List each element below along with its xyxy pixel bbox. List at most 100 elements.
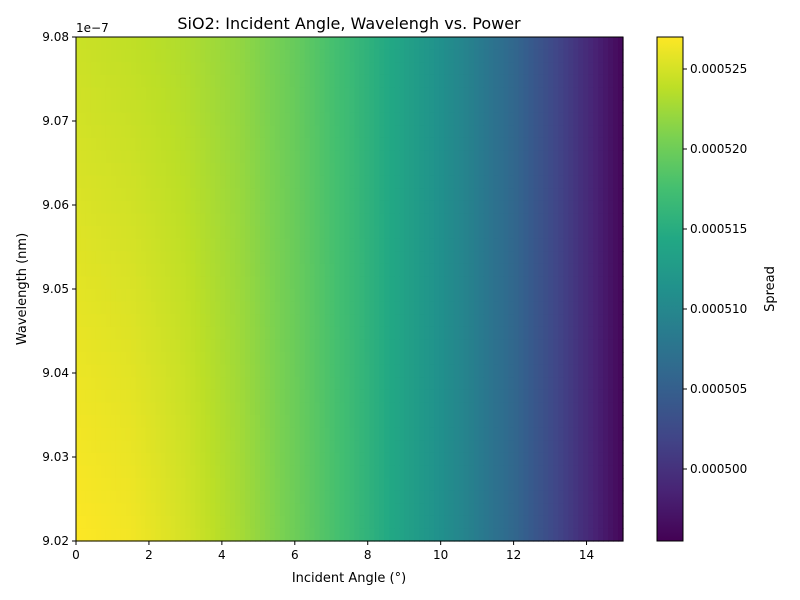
- heatmap-cell: [483, 62, 490, 76]
- heatmap-cell: [135, 150, 142, 164]
- heatmap-cell: [439, 238, 445, 252]
- heatmap-cell: [85, 452, 92, 466]
- heatmap-cell: [543, 452, 550, 466]
- heatmap-cell: [488, 402, 495, 416]
- heatmap-cell: [85, 314, 92, 328]
- heatmap-cell: [374, 200, 380, 214]
- heatmap-cell: [533, 188, 540, 202]
- heatmap-cell: [85, 137, 92, 151]
- heatmap-cell: [120, 163, 127, 177]
- heatmap-cell: [598, 364, 604, 378]
- heatmap-cell: [414, 326, 420, 340]
- heatmap-cell: [76, 452, 82, 466]
- heatmap-cell: [598, 452, 604, 466]
- heatmap-cell: [364, 62, 370, 76]
- heatmap-cell: [160, 112, 167, 126]
- heatmap-cell: [180, 389, 186, 403]
- heatmap-cell: [264, 352, 271, 366]
- heatmap-cell: [518, 389, 525, 403]
- heatmap-cell: [468, 289, 475, 303]
- heatmap-cell: [443, 503, 450, 517]
- heatmap-cell: [185, 74, 191, 88]
- heatmap-cell: [334, 62, 341, 76]
- heatmap-cell: [608, 377, 614, 391]
- heatmap-cell: [513, 137, 520, 151]
- heatmap-cell: [399, 440, 405, 454]
- heatmap-cell: [448, 515, 455, 529]
- heatmap-cell: [264, 465, 271, 479]
- heatmap-cell: [608, 326, 614, 340]
- heatmap-cell: [160, 389, 167, 403]
- heatmap-cell: [145, 503, 152, 517]
- heatmap-cell: [374, 37, 380, 51]
- heatmap-cell: [468, 465, 475, 479]
- heatmap-cell: [419, 364, 425, 378]
- heatmap-cell: [613, 74, 619, 88]
- heatmap-cell: [115, 389, 122, 403]
- heatmap-cell: [289, 137, 296, 151]
- heatmap-cell: [359, 100, 366, 114]
- heatmap-cell: [155, 137, 162, 151]
- heatmap-cell: [573, 478, 579, 492]
- heatmap-cell: [568, 465, 574, 479]
- heatmap-cell: [185, 87, 191, 101]
- heatmap-cell: [578, 503, 584, 517]
- heatmap-cell: [458, 276, 465, 290]
- heatmap-cell: [130, 37, 137, 51]
- heatmap-cell: [259, 188, 266, 202]
- heatmap-cell: [493, 490, 500, 504]
- heatmap-cell: [588, 352, 594, 366]
- heatmap-cell: [453, 251, 460, 265]
- heatmap-cell: [220, 37, 226, 51]
- heatmap-cell: [294, 503, 301, 517]
- heatmap-cell: [110, 452, 117, 466]
- heatmap-cell: [498, 87, 505, 101]
- heatmap-cell: [608, 150, 614, 164]
- heatmap-cell: [498, 377, 505, 391]
- heatmap-cell: [125, 427, 132, 441]
- heatmap-cell: [453, 200, 460, 214]
- heatmap-cell: [289, 515, 296, 529]
- heatmap-cell: [498, 137, 505, 151]
- heatmap-cell: [419, 465, 425, 479]
- heatmap-cell: [200, 465, 206, 479]
- heatmap-cell: [548, 339, 554, 353]
- heatmap-cell: [294, 62, 301, 76]
- heatmap-cell: [339, 62, 346, 76]
- heatmap-cell: [140, 452, 147, 466]
- colorbar: 0.0005000.0005050.0005100.0005150.000520…: [656, 36, 747, 542]
- heatmap-cell: [553, 503, 559, 517]
- heatmap-cell: [110, 465, 117, 479]
- heatmap-cell: [145, 314, 152, 328]
- x-tick-label: 8: [364, 548, 372, 562]
- heatmap-cell: [274, 251, 281, 265]
- heatmap-cell: [568, 326, 574, 340]
- heatmap-cell: [518, 213, 525, 227]
- heatmap-cell: [568, 389, 574, 403]
- heatmap-cell: [294, 137, 301, 151]
- heatmap-cell: [245, 289, 251, 303]
- heatmap-cell: [414, 163, 420, 177]
- heatmap-cell: [100, 163, 107, 177]
- heatmap-cell: [245, 263, 251, 277]
- heatmap-cell: [603, 452, 609, 466]
- heatmap-cell: [518, 238, 525, 252]
- heatmap-cell: [255, 150, 261, 164]
- heatmap-cell: [324, 163, 331, 177]
- heatmap-cell: [100, 377, 107, 391]
- heatmap-cell: [613, 251, 619, 265]
- heatmap-cell: [120, 503, 127, 517]
- heatmap-cell: [105, 137, 112, 151]
- heatmap-cell: [309, 150, 316, 164]
- heatmap-cell: [379, 112, 385, 126]
- heatmap-cell: [543, 377, 550, 391]
- heatmap-cell: [314, 478, 321, 492]
- heatmap-cell: [458, 465, 465, 479]
- heatmap-cell: [250, 440, 256, 454]
- heatmap-cell: [180, 251, 186, 265]
- heatmap-cell: [568, 150, 574, 164]
- heatmap-cell: [185, 238, 191, 252]
- heatmap-cell: [553, 339, 559, 353]
- heatmap-cell: [289, 175, 296, 189]
- heatmap-cell: [608, 175, 614, 189]
